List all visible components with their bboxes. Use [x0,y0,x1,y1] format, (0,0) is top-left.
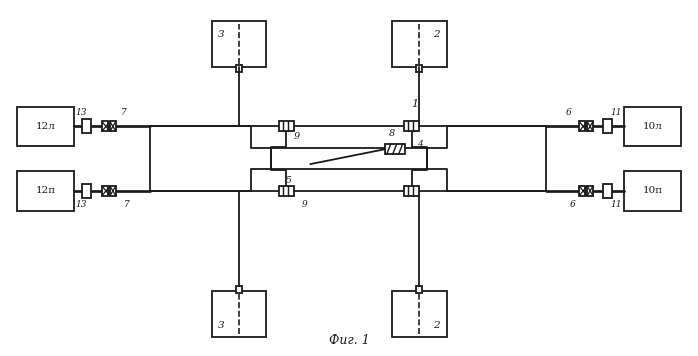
Bar [110,121,116,131]
Bar [17,106,74,146]
Text: 3: 3 [218,321,225,330]
Text: 2: 2 [433,30,440,39]
Text: 9: 9 [302,200,307,209]
Text: 3: 3 [218,30,225,39]
Text: 11: 11 [610,108,622,117]
Text: 8: 8 [389,129,395,138]
Bar [624,171,681,211]
Bar [211,291,266,337]
Bar [604,184,612,198]
Text: 6: 6 [565,108,571,117]
Text: 2: 2 [433,321,440,330]
Text: 13: 13 [75,200,87,209]
Bar [236,286,242,293]
Bar [417,65,422,72]
Bar [587,121,593,131]
Bar [279,121,295,131]
Text: 10п: 10п [643,187,662,195]
Text: 4: 4 [417,140,422,149]
Text: 1: 1 [411,99,418,109]
Bar [82,120,91,134]
Bar [604,120,612,134]
Text: 6: 6 [570,200,575,209]
Bar [279,186,295,196]
Text: 11: 11 [610,200,622,209]
Bar [211,21,266,67]
Bar [385,144,405,154]
Text: Фиг. 1: Фиг. 1 [329,334,369,347]
Text: 7: 7 [121,108,126,117]
Bar [624,106,681,146]
Text: 7: 7 [124,200,130,209]
Bar [587,186,593,196]
Bar [110,186,116,196]
Bar [579,121,585,131]
Bar [392,291,447,337]
Bar [236,65,242,72]
Bar [102,186,108,196]
Bar [403,121,419,131]
Bar [579,186,585,196]
Bar [102,121,108,131]
Text: 12п: 12п [36,187,55,195]
Bar [392,21,447,67]
Bar [82,184,91,198]
Text: 13: 13 [75,108,87,117]
Text: 9: 9 [293,132,299,141]
Bar [417,286,422,293]
Text: 10л: 10л [643,122,662,131]
Text: 12л: 12л [36,122,55,131]
Text: 5: 5 [285,177,291,185]
Bar [403,186,419,196]
Bar [17,171,74,211]
